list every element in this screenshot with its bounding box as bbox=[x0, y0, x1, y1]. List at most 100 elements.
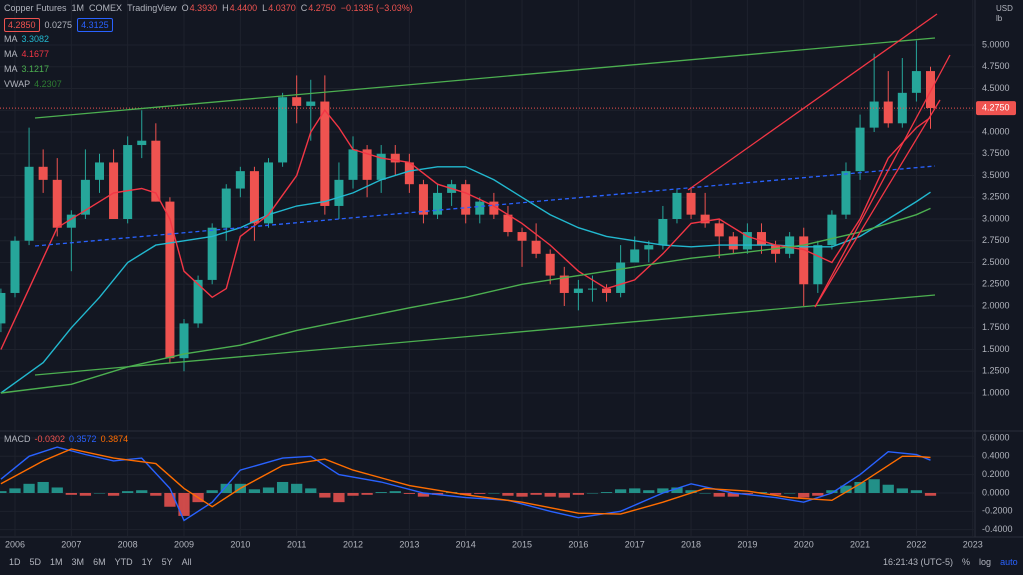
x-tick-label: 2011 bbox=[287, 539, 306, 549]
histogram-bar bbox=[502, 492, 514, 496]
range-button[interactable]: 5Y bbox=[161, 557, 173, 567]
histogram-bar bbox=[910, 490, 923, 493]
line-series bbox=[0, 448, 931, 515]
histogram-bar bbox=[79, 492, 92, 496]
channel-top bbox=[34, 37, 936, 119]
candle-body bbox=[320, 101, 330, 206]
histogram-bar bbox=[784, 492, 796, 494]
candle-body bbox=[672, 192, 682, 220]
y-tick-label: 3.2500 bbox=[982, 192, 1010, 202]
x-tick-label: 2009 bbox=[174, 539, 194, 549]
ohlc-value: 4.3930 bbox=[189, 3, 218, 13]
currency[interactable]: USD bbox=[996, 4, 1013, 13]
range-button[interactable]: 3M bbox=[71, 557, 85, 567]
histogram-bar bbox=[685, 490, 697, 493]
legend-name: MA bbox=[4, 49, 18, 59]
candle-body bbox=[109, 162, 119, 220]
marks bbox=[0, 40, 975, 522]
macd-histogram-value: -0.0302 bbox=[34, 434, 66, 444]
unit[interactable]: lb bbox=[996, 14, 1003, 23]
time-and-options: 16:21:43 (UTC-5) % log auto bbox=[883, 557, 1018, 567]
histogram-bar bbox=[9, 488, 21, 493]
histogram-bar bbox=[516, 492, 528, 497]
range-button[interactable]: 5D bbox=[29, 557, 42, 567]
scale-option[interactable]: log bbox=[979, 557, 992, 567]
y-tick-label: -0.4000 bbox=[982, 524, 1013, 534]
histogram-bar bbox=[657, 488, 669, 493]
histogram-bar bbox=[150, 492, 162, 496]
candle-body bbox=[855, 127, 865, 172]
candle-body bbox=[827, 214, 837, 246]
candle-body bbox=[517, 232, 527, 241]
price-units: USD lb bbox=[996, 4, 1013, 24]
histogram-bar bbox=[600, 492, 613, 493]
histogram-bar bbox=[305, 488, 317, 493]
buy-price[interactable]: 4.3125 bbox=[77, 18, 113, 32]
y-tick-label: 4.7500 bbox=[982, 61, 1010, 71]
candle-body bbox=[883, 101, 893, 124]
histogram-bar bbox=[643, 490, 655, 493]
histogram-bar bbox=[37, 481, 49, 493]
scale-option[interactable]: % bbox=[962, 557, 971, 567]
x-tick-label: 2017 bbox=[625, 539, 645, 549]
range-button[interactable]: 1M bbox=[50, 557, 63, 567]
legend-item[interactable]: MA 4.1677 bbox=[4, 49, 49, 59]
candle-body bbox=[475, 201, 485, 215]
channel-bottom bbox=[34, 294, 936, 376]
histogram-bar bbox=[812, 492, 824, 496]
symbol[interactable]: Copper Futures bbox=[4, 3, 67, 13]
interval[interactable]: 1M bbox=[71, 3, 85, 13]
candle-body bbox=[348, 149, 358, 180]
trend-line bbox=[687, 13, 938, 191]
candle-body bbox=[728, 236, 738, 250]
y-tick-label: 3.7500 bbox=[982, 148, 1010, 158]
candle-body bbox=[52, 179, 62, 228]
candle-body bbox=[587, 288, 597, 290]
range-button[interactable]: All bbox=[181, 557, 192, 567]
candle-body bbox=[249, 171, 259, 224]
candle-body bbox=[756, 232, 766, 246]
scale-options: % log auto bbox=[962, 557, 1018, 567]
candle-body bbox=[292, 97, 302, 106]
x-tick-label: 2007 bbox=[61, 539, 81, 549]
candle-body bbox=[151, 140, 161, 202]
y-tick-label: 0.4000 bbox=[982, 451, 1010, 461]
histogram-bar bbox=[276, 481, 289, 493]
x-tick-label: 2022 bbox=[906, 539, 926, 549]
scale-option[interactable]: auto bbox=[1000, 557, 1018, 567]
histogram-bar bbox=[572, 492, 585, 495]
candle-body bbox=[264, 162, 274, 224]
range-button[interactable]: 6M bbox=[93, 557, 106, 567]
line-series bbox=[0, 109, 931, 350]
range-button[interactable]: 1Y bbox=[141, 557, 153, 567]
histogram-bar bbox=[23, 483, 35, 493]
candle-body bbox=[38, 166, 48, 180]
sell-price[interactable]: 4.2850 bbox=[4, 18, 40, 32]
histogram-bar bbox=[0, 491, 7, 493]
last-price-tag bbox=[976, 101, 1016, 116]
x-tick-label: 2016 bbox=[568, 539, 588, 549]
legend-item[interactable]: MA 3.1217 bbox=[4, 64, 49, 74]
legend-item[interactable]: VWAP 4.2307 bbox=[4, 79, 62, 89]
range-button[interactable]: 1D bbox=[9, 557, 21, 567]
candle-body bbox=[179, 323, 189, 359]
candle-body bbox=[911, 71, 921, 93]
candle-body bbox=[785, 236, 795, 254]
candle-body bbox=[489, 201, 499, 215]
histogram-bar bbox=[474, 492, 486, 494]
legend-item[interactable]: MA 3.3082 bbox=[4, 34, 49, 44]
y-tick-label: 2.0000 bbox=[982, 300, 1010, 310]
legend-name: MA bbox=[4, 64, 18, 74]
candle-body bbox=[771, 245, 781, 254]
candle-body bbox=[686, 192, 696, 215]
ohlc-label: C bbox=[300, 3, 308, 13]
candle-body bbox=[165, 201, 175, 359]
range-buttons: 1D 5D 1M 3M 6M YTD 1Y 5Y All bbox=[9, 557, 192, 567]
histogram-bar bbox=[868, 479, 880, 493]
histogram-bar bbox=[727, 492, 739, 497]
ohlc-value: 4.4400 bbox=[229, 3, 258, 13]
range-button[interactable]: YTD bbox=[114, 557, 133, 567]
y-tick-label: 1.2500 bbox=[982, 366, 1010, 376]
line-series bbox=[0, 207, 931, 394]
